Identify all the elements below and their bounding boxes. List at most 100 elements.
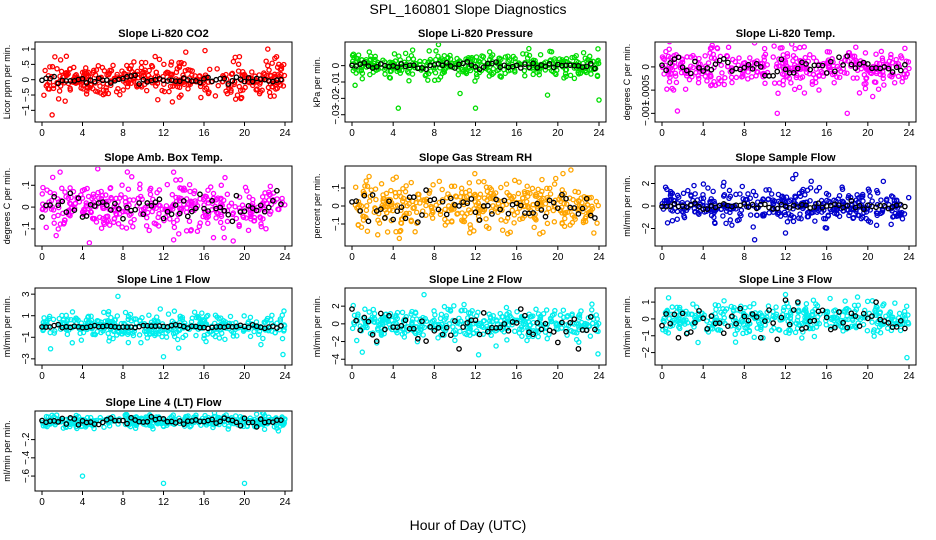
mean-point <box>534 200 541 207</box>
data-point <box>720 306 726 312</box>
data-point <box>906 65 912 72</box>
data-point <box>200 213 206 220</box>
data-point <box>720 213 726 219</box>
data-point <box>781 198 788 204</box>
data-point <box>876 324 883 330</box>
mean-point <box>156 196 163 203</box>
data-point <box>273 422 280 429</box>
data-point <box>362 306 368 312</box>
data-points <box>349 43 602 111</box>
outlier-point <box>236 53 243 60</box>
data-point <box>49 174 56 181</box>
data-point <box>569 54 575 61</box>
data-point <box>825 213 832 219</box>
data-point <box>786 330 792 336</box>
data-point <box>754 58 760 64</box>
data-point <box>669 217 676 224</box>
mean-point <box>257 202 264 209</box>
data-point <box>54 161 58 165</box>
data-point <box>458 307 464 314</box>
mean-point <box>257 416 264 423</box>
data-point <box>87 84 93 91</box>
mean-point <box>554 339 561 346</box>
data-point <box>433 202 439 208</box>
mean-point <box>209 416 215 423</box>
mean-point <box>794 204 801 210</box>
mean-point <box>538 207 545 213</box>
data-point <box>105 311 111 317</box>
data-point <box>792 55 799 61</box>
data-point <box>588 71 594 77</box>
data-point <box>251 328 257 335</box>
mean-point <box>753 314 760 320</box>
data-point <box>132 425 139 432</box>
mean-point <box>241 78 248 85</box>
data-point <box>682 86 689 92</box>
mean-point <box>386 312 392 319</box>
data-point <box>366 309 372 315</box>
data-point <box>446 321 453 327</box>
mean-point <box>75 421 82 428</box>
data-point <box>234 92 241 98</box>
mean-point <box>443 211 450 218</box>
data-point <box>797 211 803 217</box>
data-point <box>427 68 434 74</box>
data-point <box>888 221 894 228</box>
data-point <box>183 228 190 234</box>
data-point <box>783 329 789 336</box>
data-point <box>688 63 694 69</box>
data-point <box>64 331 71 338</box>
data-point <box>867 193 873 199</box>
data-point <box>388 202 395 208</box>
mean-point <box>120 215 126 222</box>
data-point <box>125 313 132 320</box>
data-point <box>751 300 757 307</box>
data-point <box>709 312 715 319</box>
data-point <box>484 323 490 330</box>
data-point <box>500 202 506 209</box>
data-point <box>143 214 150 221</box>
data-point <box>844 305 850 312</box>
outlier-point <box>544 92 551 98</box>
data-point <box>551 219 558 225</box>
mean-point <box>708 313 715 319</box>
data-point <box>499 227 506 233</box>
mean-point <box>505 210 512 217</box>
data-point <box>834 74 840 80</box>
data-point <box>69 340 76 346</box>
data-point <box>458 185 465 192</box>
data-point <box>776 56 782 62</box>
data-point <box>143 223 150 229</box>
data-point <box>503 304 510 311</box>
data-point <box>62 98 68 104</box>
data-point <box>551 181 558 187</box>
data-point <box>531 224 537 231</box>
data-point <box>225 426 231 432</box>
data-point <box>145 202 151 209</box>
x-tick-label: 4 <box>390 128 396 139</box>
x-tick-label: 8 <box>120 128 126 139</box>
data-point <box>768 327 775 334</box>
data-point <box>750 224 756 230</box>
mean-point <box>184 213 191 220</box>
data-point <box>97 414 104 421</box>
mean-point <box>144 200 151 206</box>
data-point <box>796 84 803 91</box>
mean-point <box>522 61 528 67</box>
data-point <box>802 54 809 61</box>
data-point <box>249 69 255 75</box>
data-point <box>696 55 702 62</box>
mean-point <box>885 320 892 326</box>
data-point <box>521 213 528 219</box>
mean-point <box>550 199 557 206</box>
data-point <box>235 61 242 68</box>
data-point <box>584 321 590 327</box>
outlier-point <box>596 97 602 103</box>
data-point <box>821 215 827 222</box>
mean-point <box>683 67 690 74</box>
data-point <box>664 220 671 226</box>
mean-point <box>124 420 130 427</box>
data-point <box>429 215 436 221</box>
y-tick-label: 0 <box>21 204 32 210</box>
data-point <box>727 209 733 216</box>
